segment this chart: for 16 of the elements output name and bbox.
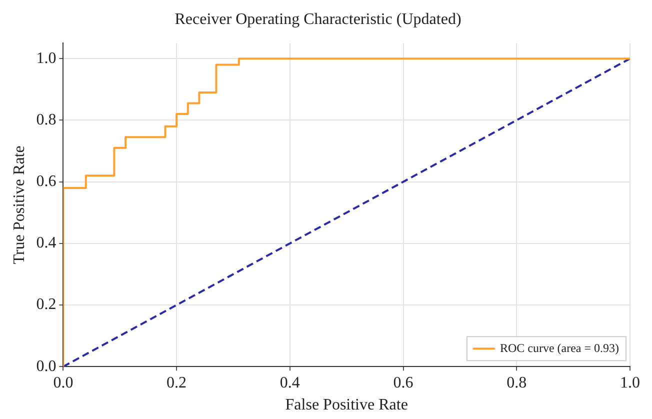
x-tick-label: 0.4 [280,374,300,392]
x-axis-title: False Positive Rate [285,396,408,414]
x-tick-label: 0.2 [166,374,187,392]
x-tick-label: 0.6 [393,374,414,392]
chart-title: Receiver Operating Characteristic (Updated) [174,10,462,28]
y-tick-label: 0.0 [36,358,56,375]
legend-label: ROC curve (area = 0.93) [500,340,620,355]
y-axis-title: True Positive Rate [10,146,28,264]
y-tick-label: 0.4 [36,234,56,252]
x-tick-label: 0.8 [506,374,527,392]
x-tick-label: 0.0 [53,374,74,392]
y-tick-label: 0.8 [36,111,56,128]
y-tick-label: 1.0 [36,50,56,67]
x-tick-label: 1.0 [620,374,640,392]
y-tick-label: 0.2 [36,296,56,314]
y-tick-label: 0.6 [36,173,56,190]
